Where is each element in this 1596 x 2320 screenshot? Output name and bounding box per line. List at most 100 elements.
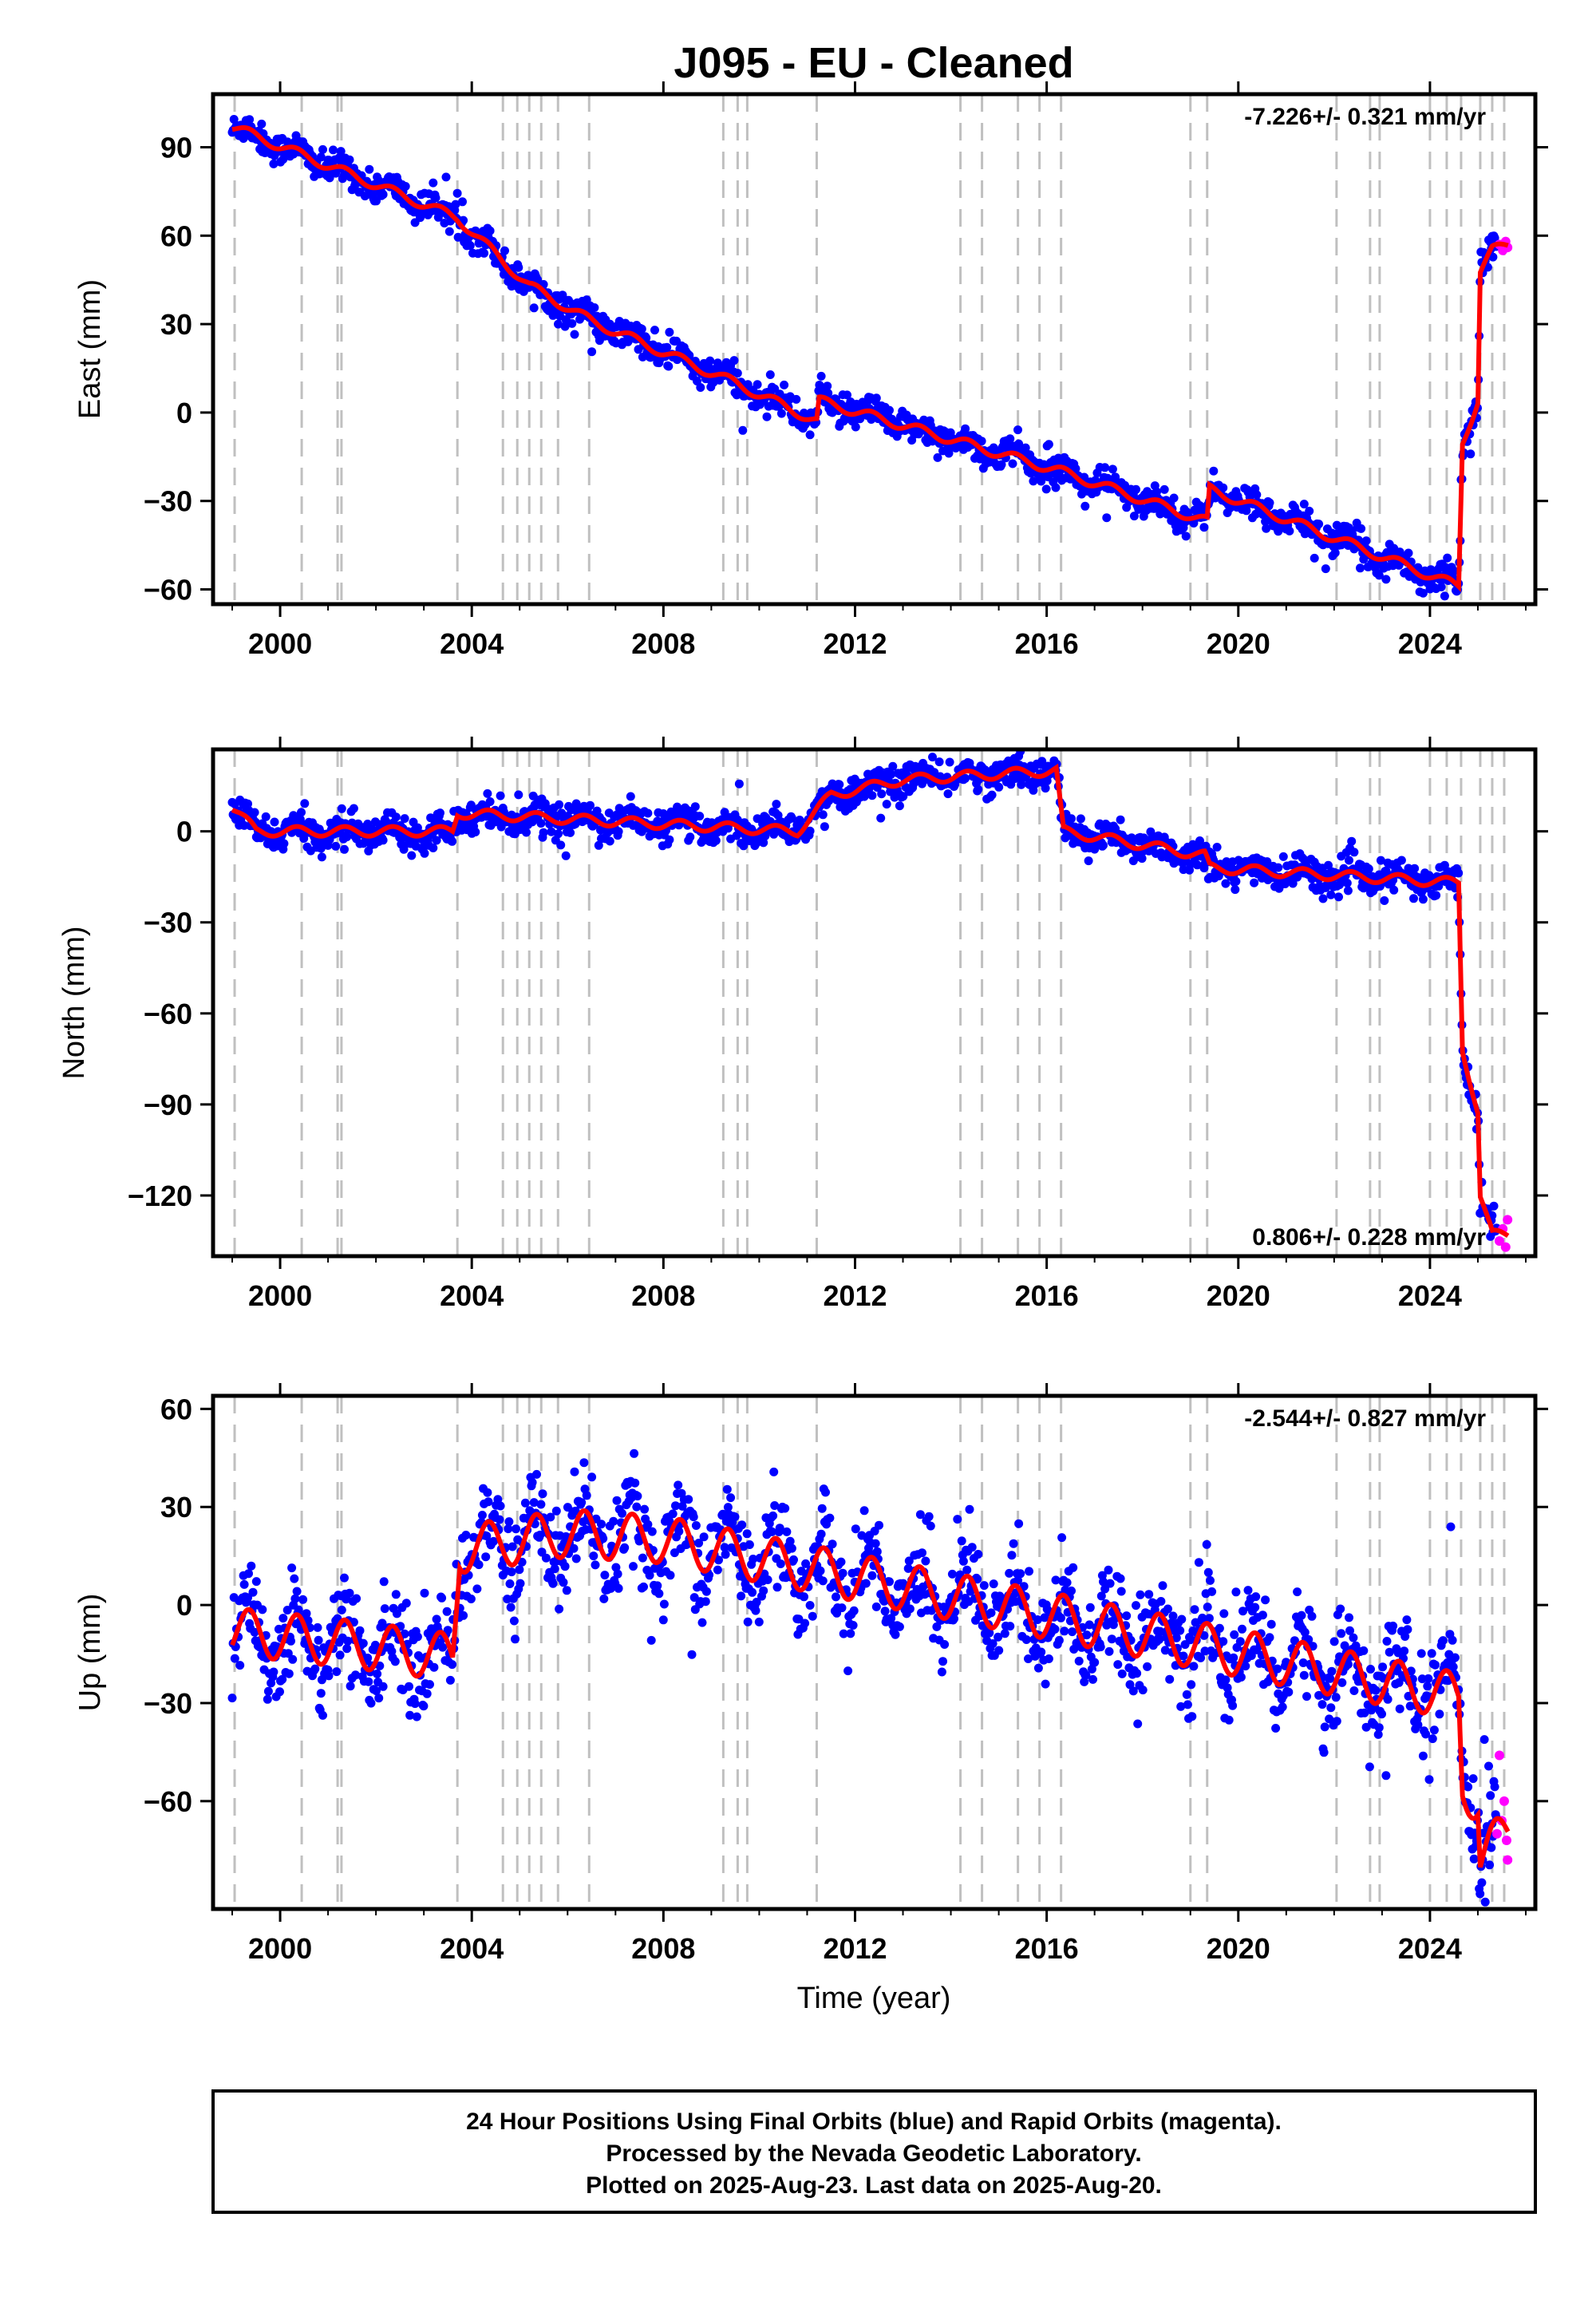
- data-point: [335, 1650, 345, 1660]
- data-point: [1480, 1897, 1490, 1907]
- data-point: [818, 810, 828, 820]
- data-point: [278, 1674, 287, 1684]
- data-point: [465, 241, 475, 251]
- data-point: [1329, 1637, 1339, 1646]
- data-point: [678, 1501, 687, 1511]
- data-point: [505, 1579, 515, 1588]
- data-point: [1099, 1577, 1108, 1587]
- data-point: [1171, 1633, 1181, 1642]
- data-point: [1284, 1687, 1294, 1697]
- data-point: [851, 1524, 860, 1534]
- data-point: [391, 812, 401, 822]
- data-point: [337, 804, 346, 813]
- data-point: [1071, 464, 1080, 473]
- data-point: [792, 394, 801, 404]
- data-point: [1228, 1701, 1238, 1710]
- data-point: [535, 1530, 545, 1539]
- data-point: [1466, 449, 1476, 459]
- data-point: [697, 1618, 707, 1627]
- data-point: [659, 1599, 669, 1609]
- data-point: [571, 1554, 581, 1563]
- rapid-point: [1500, 1242, 1511, 1252]
- data-point: [1288, 879, 1298, 888]
- data-point: [1377, 1709, 1386, 1719]
- data-point: [1468, 1774, 1478, 1784]
- data-point: [302, 1609, 311, 1618]
- data-point: [1122, 1611, 1132, 1621]
- data-point: [1429, 1725, 1439, 1735]
- data-point: [1176, 1701, 1186, 1711]
- data-point: [269, 159, 279, 168]
- data-point: [699, 1532, 709, 1542]
- data-point: [561, 851, 571, 860]
- data-point: [560, 1562, 570, 1571]
- data-point: [1057, 1613, 1065, 1622]
- data-point: [934, 757, 944, 767]
- data-point: [1221, 1675, 1231, 1685]
- data-point: [372, 1686, 381, 1696]
- data-point: [507, 1567, 516, 1577]
- data-point: [1054, 1635, 1064, 1645]
- data-point: [474, 1560, 484, 1570]
- data-point: [378, 836, 388, 845]
- data-point: [1371, 1686, 1381, 1695]
- data-point: [974, 1550, 983, 1559]
- data-point: [401, 1599, 411, 1608]
- data-point: [665, 327, 674, 337]
- data-point: [772, 800, 781, 809]
- data-point: [1025, 1567, 1033, 1576]
- data-point: [977, 437, 986, 446]
- data-point: [1274, 863, 1283, 872]
- footer-box: 24 Hour Positions Using Final Orbits (bl…: [211, 2089, 1537, 2214]
- x-tick-label: 2000: [248, 627, 312, 660]
- data-point: [283, 1649, 293, 1658]
- data-point: [1168, 1611, 1178, 1621]
- data-point: [772, 1583, 782, 1592]
- data-point: [477, 1511, 487, 1520]
- data-point: [399, 844, 409, 854]
- rapid-point: [1499, 1796, 1509, 1806]
- data-point: [876, 813, 886, 823]
- data-point: [658, 1615, 668, 1625]
- data-point: [1479, 1828, 1488, 1838]
- data-point: [332, 1667, 342, 1677]
- data-point: [443, 1626, 452, 1635]
- data-point: [933, 453, 942, 462]
- data-point: [1310, 553, 1319, 563]
- data-point: [882, 800, 891, 809]
- data-point: [823, 381, 832, 391]
- data-point: [1212, 843, 1222, 852]
- data-point: [1345, 1613, 1353, 1622]
- data-point: [689, 1512, 698, 1522]
- data-point: [926, 1521, 935, 1531]
- data-point: [1361, 536, 1371, 546]
- data-point: [1069, 1563, 1078, 1572]
- data-point: [290, 1574, 299, 1583]
- data-point: [445, 1675, 455, 1685]
- data-point: [1041, 784, 1050, 793]
- data-point: [1262, 524, 1271, 533]
- x-tick-label: 2020: [1207, 627, 1270, 660]
- data-point: [275, 1687, 284, 1697]
- data-point: [748, 1587, 757, 1597]
- data-point: [674, 1480, 683, 1490]
- panels-group: 2000 2004 2008 2012 2016 2020 2024 −60 −30 0 30 60 9…: [57, 81, 1548, 1965]
- y-tick-label: −60: [144, 574, 192, 607]
- data-point: [431, 193, 440, 203]
- data-point: [235, 1661, 245, 1670]
- data-point: [239, 1579, 249, 1589]
- data-point: [1014, 1519, 1024, 1528]
- x-tick-label: 2024: [1398, 1279, 1462, 1312]
- data-point: [859, 792, 869, 801]
- data-point: [1013, 425, 1022, 435]
- data-point: [950, 1614, 958, 1623]
- data-point: [1029, 476, 1038, 486]
- data-point: [1005, 1568, 1014, 1578]
- x-tick-label: 2024: [1398, 1932, 1462, 1965]
- rapid-point: [1494, 1235, 1504, 1246]
- data-point: [742, 1529, 752, 1539]
- rate-label: 0.806+/- 0.228 mm/yr: [1252, 1224, 1486, 1251]
- data-point: [769, 1467, 779, 1476]
- data-point: [410, 1699, 420, 1709]
- data-point: [1021, 443, 1030, 453]
